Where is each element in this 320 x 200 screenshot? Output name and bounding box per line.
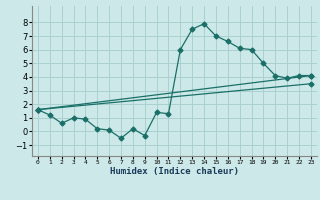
X-axis label: Humidex (Indice chaleur): Humidex (Indice chaleur) bbox=[110, 167, 239, 176]
